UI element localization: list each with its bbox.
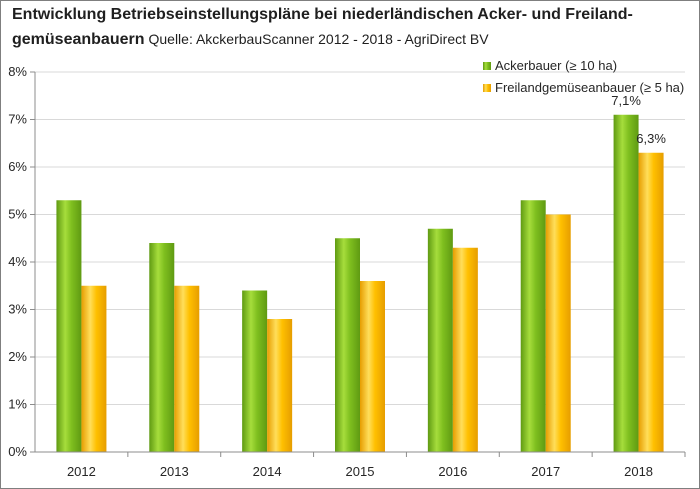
bar-series2 — [267, 319, 293, 452]
y-tick-label: 8% — [8, 64, 27, 79]
y-tick-label: 2% — [8, 349, 27, 364]
bar-series2 — [452, 247, 478, 452]
legend-label-series1: Ackerbauer (≥ 10 ha) — [495, 58, 617, 73]
y-tick-label: 5% — [8, 207, 27, 222]
bar-series2 — [81, 285, 107, 452]
x-tick-label: 2018 — [624, 464, 653, 479]
legend: Ackerbauer (≥ 10 ha) Freilandgemüseanbaue… — [483, 58, 684, 95]
legend-swatch-series2 — [483, 84, 491, 92]
y-tick-label: 4% — [8, 254, 27, 269]
y-tick-label: 3% — [8, 302, 27, 317]
legend-label-series2: Freilandgemüseanbauer (≥ 5 ha) — [495, 80, 684, 95]
bar-series2 — [360, 281, 385, 452]
chart-title-continuation: gemüseanbauern — [12, 31, 145, 48]
chart-title-line2: gemüseanbauern Quelle: AkckerbauScanner 2… — [12, 31, 489, 49]
y-tick-label: 0% — [8, 444, 27, 459]
bar-series1 — [242, 290, 268, 452]
bar-series2 — [545, 214, 571, 452]
x-tick-label: 2012 — [67, 464, 96, 479]
x-tick-label: 2014 — [253, 464, 282, 479]
x-tick-label: 2017 — [531, 464, 560, 479]
y-tick-label: 1% — [8, 397, 27, 412]
bar-series1 — [149, 243, 175, 452]
data-label: 7,1% — [611, 93, 641, 108]
bars — [56, 114, 664, 452]
data-label: 6,3% — [636, 131, 666, 146]
legend-swatch-series1 — [483, 62, 491, 70]
bar-series1 — [520, 200, 546, 452]
bar-series1 — [56, 200, 82, 452]
bar-series2 — [174, 285, 200, 452]
axes — [30, 71, 686, 457]
bar-series1 — [335, 238, 360, 452]
x-tick-label: 2015 — [346, 464, 375, 479]
x-tick-label: 2016 — [438, 464, 467, 479]
bar-series2 — [638, 152, 664, 452]
bar-series1 — [613, 114, 639, 452]
labels: 0% 1% 2% 3% 4% 5% 6% 7% 8% 2012 2013 2014 2015 2016 20… — [8, 64, 666, 479]
x-tick-label: 2013 — [160, 464, 189, 479]
y-tick-label: 6% — [8, 159, 27, 174]
chart-source: Quelle: AkckerbauScanner 2012 - 2018 - A… — [148, 31, 489, 47]
bar-series1 — [427, 228, 453, 452]
chart-title-line1: Entwicklung Betriebseinstellungspläne be… — [12, 6, 633, 23]
y-tick-label: 7% — [8, 112, 27, 127]
